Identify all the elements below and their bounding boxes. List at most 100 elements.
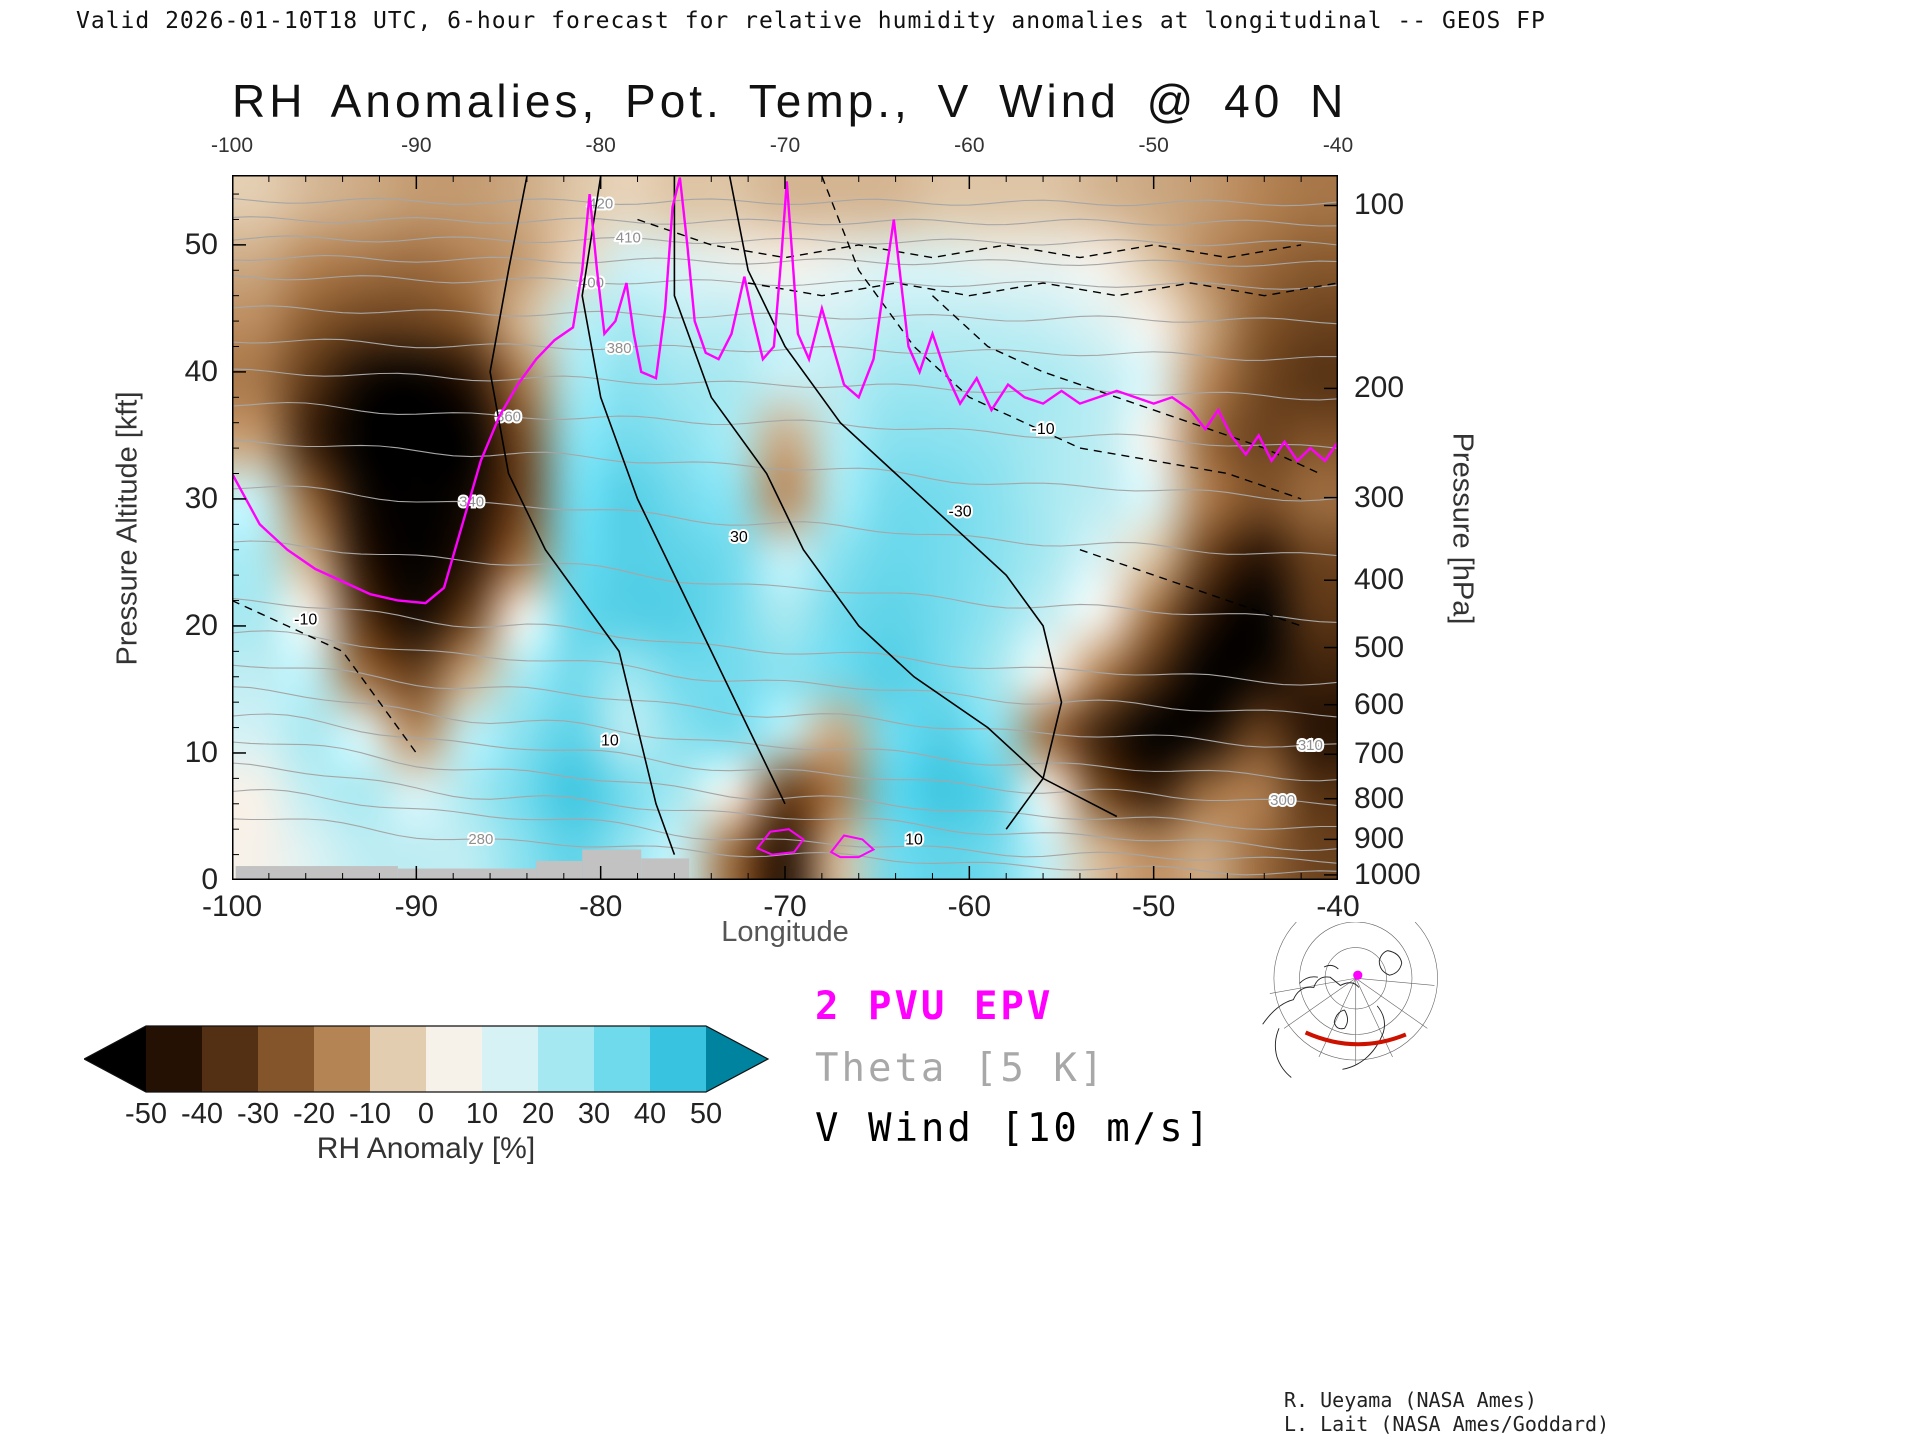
theta-contour bbox=[232, 664, 1338, 748]
y-right-tick-label: 300 bbox=[1354, 480, 1405, 514]
vwind-label: -10 bbox=[1032, 421, 1055, 438]
contour-overlay: 2803003103403603804004104201030-10-3010-… bbox=[232, 175, 1338, 880]
vwind-label: 10 bbox=[601, 732, 619, 749]
colorbar-cell bbox=[650, 1026, 706, 1092]
colorbar-tick-label: -20 bbox=[293, 1098, 335, 1130]
x-top-tick-label: -70 bbox=[769, 134, 801, 157]
colorbar-under-arrow bbox=[84, 1026, 146, 1092]
y-right-tick-label: 400 bbox=[1354, 563, 1405, 597]
y-right-tick-label: 600 bbox=[1354, 687, 1405, 721]
colorbar-tick-label: -40 bbox=[181, 1098, 223, 1130]
colorbar-tick-label: 0 bbox=[417, 1098, 435, 1130]
theta-contour bbox=[232, 788, 1338, 864]
vwind-contour-solid bbox=[728, 176, 1063, 830]
colorbar-cell bbox=[426, 1026, 482, 1092]
vwind-label: -10 bbox=[294, 612, 317, 629]
x-top-tick-label: -50 bbox=[1138, 134, 1169, 157]
terrain-block bbox=[397, 868, 537, 880]
theta-contour bbox=[232, 485, 1338, 557]
x-top-tick-label: -100 bbox=[210, 134, 254, 157]
plot-title: RH Anomalies, Pot. Temp., V Wind @ 40 N bbox=[232, 75, 1348, 127]
vwind-contour-dashed bbox=[232, 599, 417, 754]
theta-contour bbox=[232, 338, 1338, 361]
colorbar-cell bbox=[538, 1026, 594, 1092]
theta-contour bbox=[232, 713, 1338, 807]
colorbar bbox=[84, 1025, 770, 1093]
y-right-tick-label: 200 bbox=[1354, 371, 1405, 405]
legend-theta: Theta [5 K] bbox=[815, 1046, 1107, 1091]
pvu-loop bbox=[829, 834, 876, 859]
theta-contour bbox=[232, 741, 1338, 830]
theta-label: 300 bbox=[1270, 792, 1295, 809]
y-right-tick-label: 100 bbox=[1354, 188, 1405, 222]
theta-label: 340 bbox=[459, 494, 484, 511]
theta-label: 380 bbox=[607, 340, 632, 357]
x-top-tick-label: -80 bbox=[585, 134, 616, 157]
theta-contour bbox=[232, 438, 1338, 502]
vwind-contour-solid bbox=[489, 176, 676, 855]
x-top-tick-label: -60 bbox=[954, 134, 985, 157]
colorbar-tick-label: 20 bbox=[521, 1098, 555, 1130]
y-left-tick-label: 0 bbox=[201, 863, 218, 896]
colorbar-caption: RH Anomaly [%] bbox=[316, 1132, 536, 1165]
x-axis-title: Longitude bbox=[721, 916, 849, 948]
y-left-axis-title: Pressure Altitude [kft] bbox=[111, 391, 144, 666]
credit-line-2: L. Lait (NASA Ames/Goddard) bbox=[1284, 1412, 1610, 1436]
theta-contour bbox=[232, 235, 1338, 247]
vwind-contour-dashed bbox=[1079, 549, 1302, 627]
terrain-block bbox=[641, 858, 690, 880]
map-coastlines bbox=[1262, 950, 1403, 1078]
colorbar-tick-label: -30 bbox=[237, 1098, 279, 1130]
inset-map bbox=[1262, 922, 1438, 1078]
theta-label: 410 bbox=[616, 230, 641, 247]
colorbar-cell bbox=[594, 1026, 650, 1092]
colorbar-outline bbox=[84, 1025, 770, 1093]
y-left-tick-label: 10 bbox=[184, 735, 218, 769]
colorbar-cell bbox=[146, 1026, 202, 1092]
vwind-contour-solid bbox=[581, 176, 786, 805]
theta-contour bbox=[232, 274, 1338, 290]
pvu-loop bbox=[755, 828, 805, 856]
theta-contour bbox=[232, 540, 1338, 623]
cross-section-path bbox=[1304, 1030, 1407, 1047]
map-location-dot bbox=[1353, 970, 1363, 980]
colorbar-cell bbox=[258, 1026, 314, 1092]
theta-contour bbox=[232, 762, 1338, 852]
vwind-label: 10 bbox=[905, 831, 923, 848]
colorbar-tick-label: 50 bbox=[689, 1098, 723, 1130]
valid-header-text: Valid 2026-01-10T18 UTC, 6-hour forecast… bbox=[76, 8, 1546, 34]
terrain-block bbox=[235, 866, 398, 880]
theta-contour bbox=[232, 368, 1338, 401]
theta-contour bbox=[232, 630, 1338, 718]
theta-label: 280 bbox=[468, 831, 493, 848]
colorbar-over-arrow bbox=[706, 1026, 768, 1092]
x-tick-label: -50 bbox=[1131, 890, 1176, 923]
theta-contour bbox=[232, 305, 1338, 325]
x-tick-label: -90 bbox=[394, 890, 438, 923]
theta-label: 420 bbox=[588, 195, 613, 212]
colorbar-tick-label: -10 bbox=[349, 1098, 391, 1130]
vwind-contour-solid bbox=[673, 176, 1118, 818]
y-right-tick-label: 500 bbox=[1354, 630, 1405, 664]
x-tick-label: -70 bbox=[763, 890, 807, 923]
x-tick-label: -80 bbox=[578, 890, 623, 923]
pvu-contour bbox=[232, 177, 1338, 605]
colorbar-cell bbox=[370, 1026, 426, 1092]
vwind-contour-dashed bbox=[747, 282, 1338, 297]
legend-v-wind: V Wind [10 m/s] bbox=[815, 1106, 1213, 1151]
x-tick-label: -100 bbox=[201, 890, 263, 923]
x-tick-label: -60 bbox=[947, 890, 991, 923]
terrain-block bbox=[582, 849, 642, 880]
y-left-tick-label: 40 bbox=[184, 354, 218, 388]
y-right-tick-label: 900 bbox=[1354, 822, 1405, 856]
y-left-tick-label: 50 bbox=[184, 227, 218, 261]
cross-section-plot: 280 300 310 340 360 380 400 410 420 10 30 -10 -30 10-… bbox=[232, 175, 1338, 880]
colorbar-tick-label: 30 bbox=[577, 1098, 611, 1130]
x-top-tick-label: -90 bbox=[401, 134, 432, 157]
y-left-tick-label: 30 bbox=[184, 481, 218, 515]
vwind-label: -30 bbox=[949, 504, 972, 521]
colorbar-tick-label: -50 bbox=[125, 1098, 167, 1130]
colorbar-cell bbox=[482, 1026, 538, 1092]
terrain-block bbox=[536, 860, 583, 880]
